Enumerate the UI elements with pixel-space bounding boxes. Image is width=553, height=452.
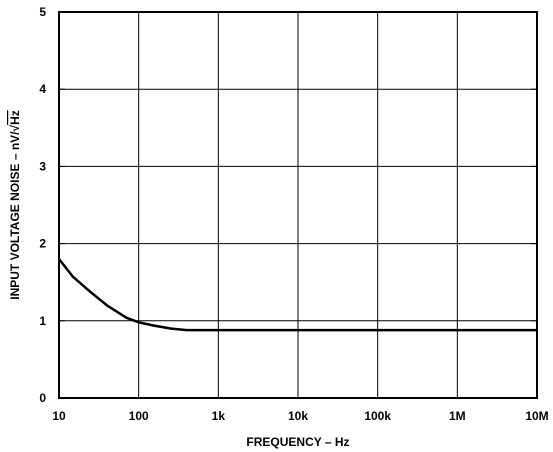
y-tick-label: 4	[39, 82, 46, 96]
y-tick-label: 3	[39, 159, 46, 173]
y-axis-title-main: INPUT VOLTAGE NOISE – nV/	[8, 131, 22, 300]
y-tick-label: 5	[39, 5, 46, 19]
y-tick-label: 1	[39, 314, 46, 328]
y-tick-labels: 0 1 2 3 4 5	[39, 5, 46, 405]
x-tick-label: 10	[52, 409, 66, 423]
x-tick-labels: 10 100 1k 10k 100k 1M 10M	[52, 409, 548, 423]
x-tick-label: 100	[129, 409, 149, 423]
x-tick-label: 100k	[364, 409, 391, 423]
x-tick-label: 1M	[449, 409, 466, 423]
plot-frame	[58, 11, 538, 399]
y-axis-title: INPUT VOLTAGE NOISE – nV/√Hz	[8, 110, 22, 300]
series-line	[58, 258, 537, 332]
y-axis-title-radical: √	[8, 125, 22, 132]
y-axis-title-under-radical: Hz	[8, 110, 22, 125]
x-axis-title: FREQUENCY – Hz	[246, 435, 349, 449]
x-tick-label: 1k	[212, 409, 226, 423]
y-tick-label: 0	[39, 391, 46, 405]
series-layer	[58, 258, 537, 332]
x-tick-label: 10M	[525, 409, 548, 423]
x-tick-label: 10k	[288, 409, 308, 423]
grid-lines	[58, 11, 538, 399]
y-tick-label: 2	[39, 237, 46, 251]
